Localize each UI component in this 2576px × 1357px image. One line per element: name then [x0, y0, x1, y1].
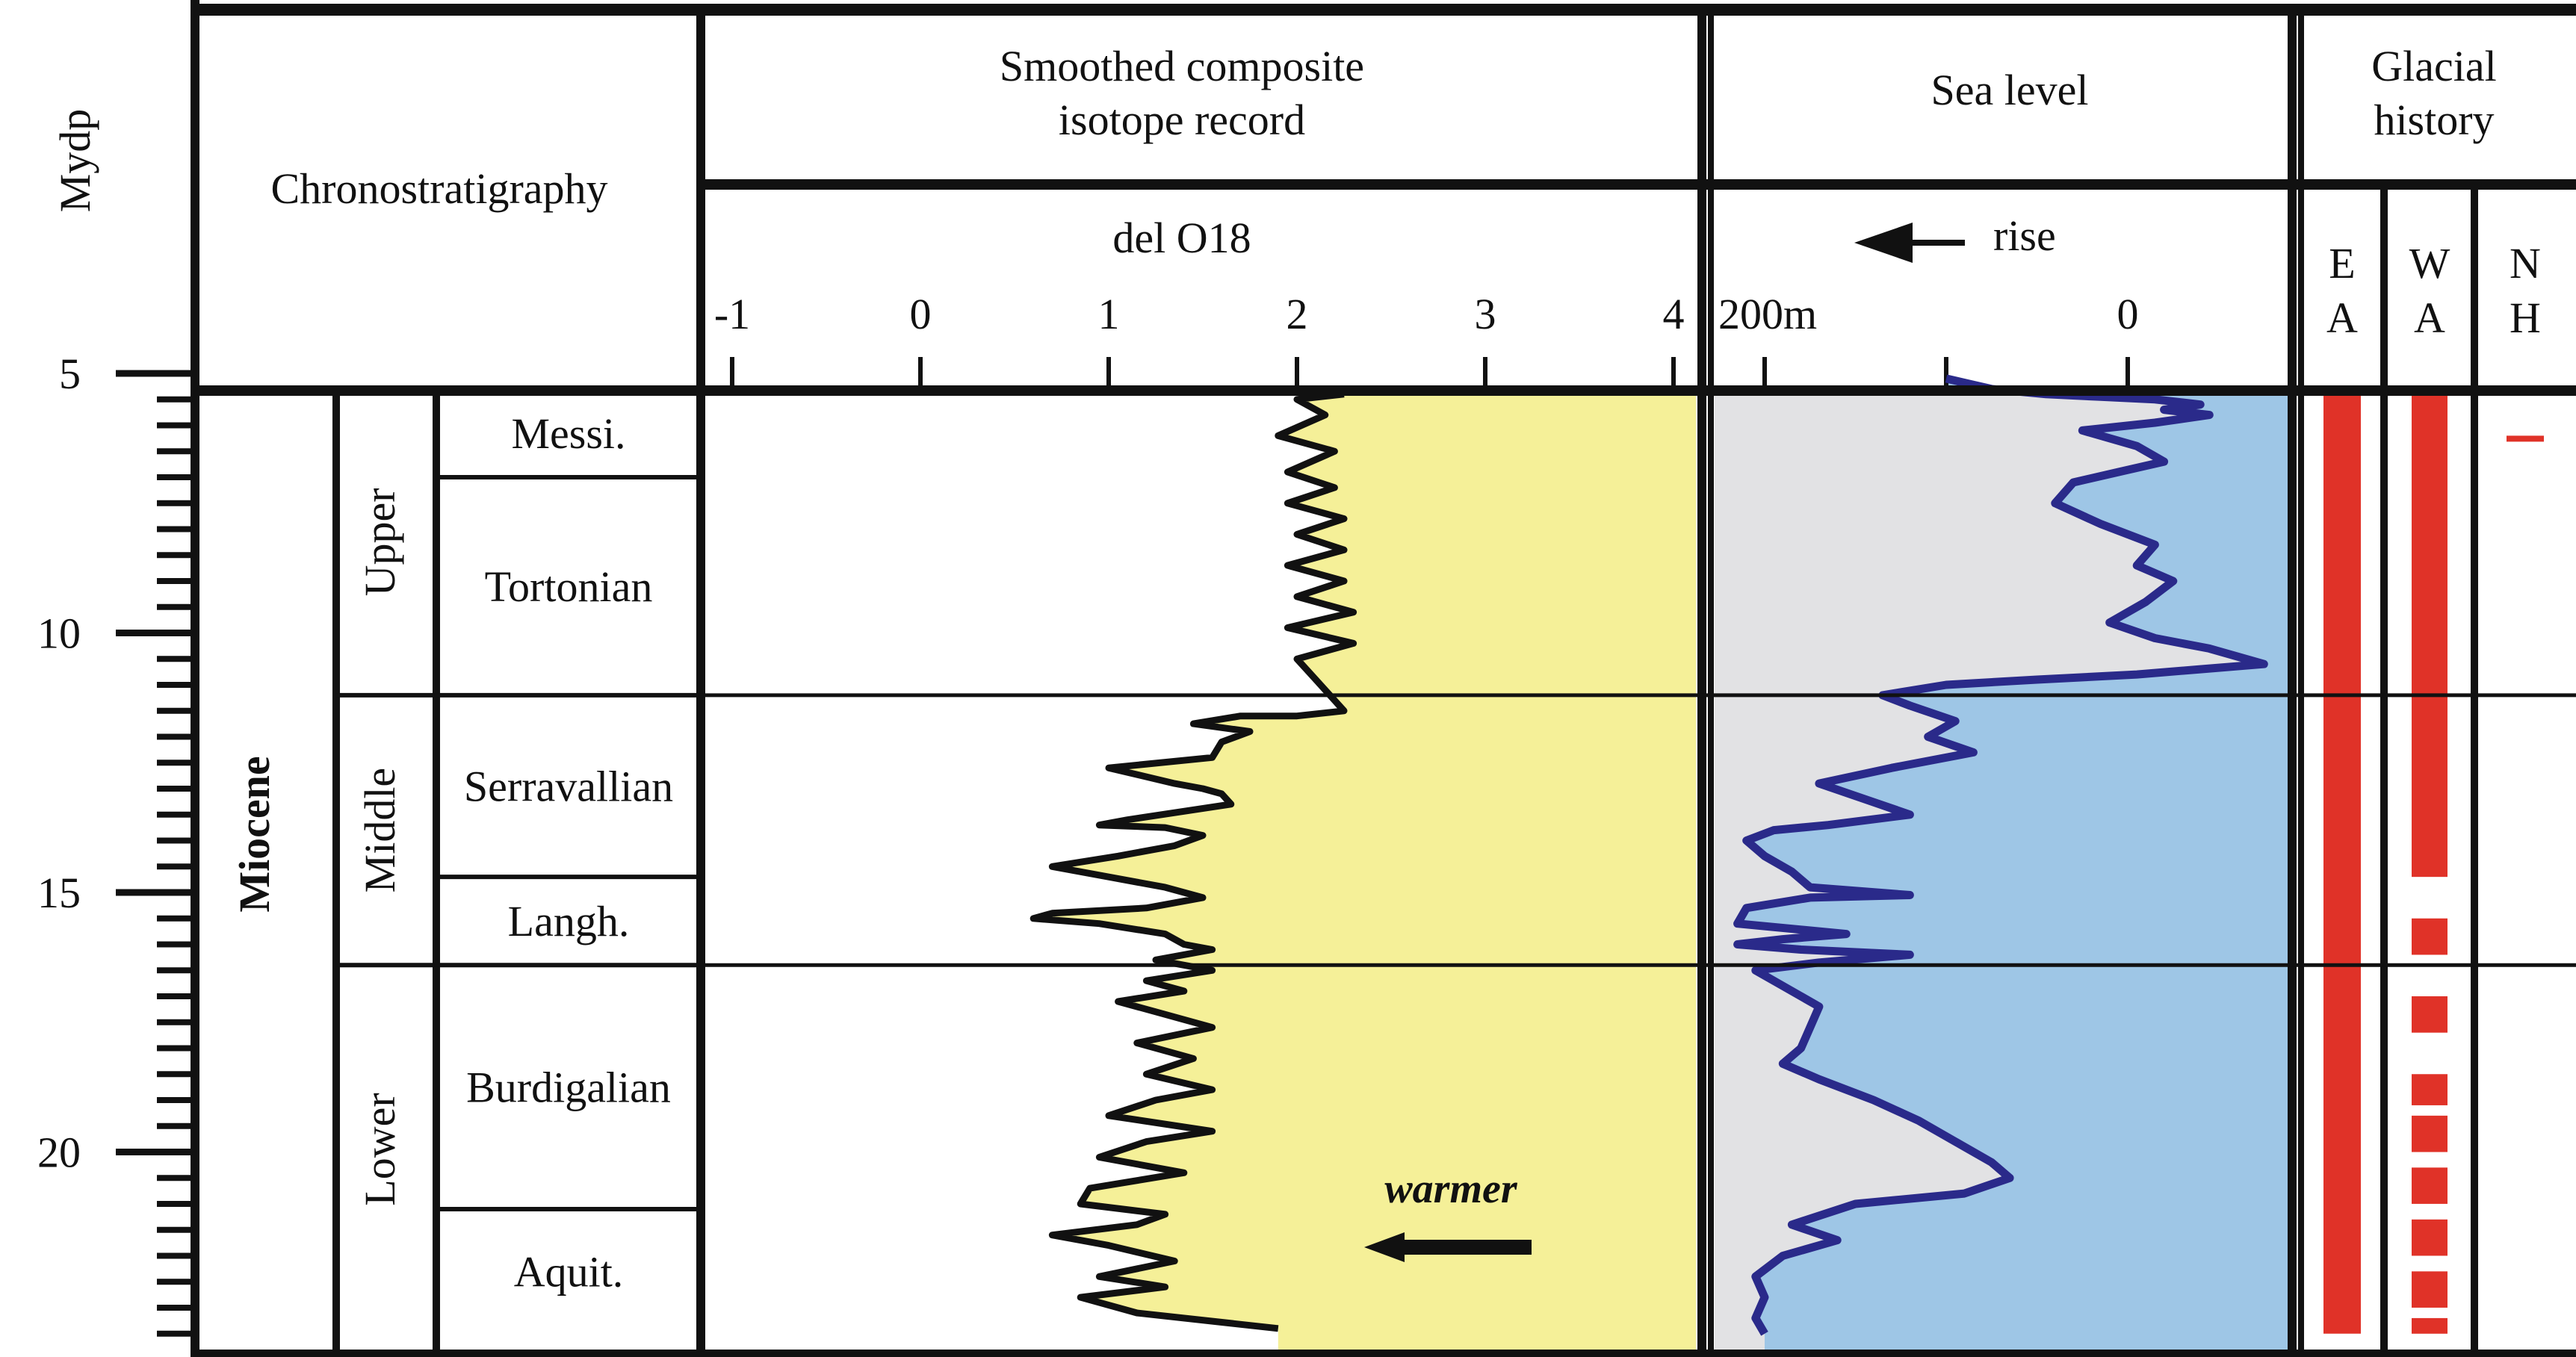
glacial-bar	[2412, 388, 2447, 878]
glacial-dash	[2412, 1219, 2447, 1256]
subepoch-label: Lower	[356, 1093, 404, 1205]
isotope-tick-label: -1	[714, 290, 750, 338]
y-axis-tick-label: 20	[37, 1128, 81, 1177]
stage-label: Tortonian	[485, 562, 653, 611]
epoch-label: Miocene	[230, 756, 279, 912]
rise-arrow-icon	[1854, 223, 1965, 263]
isotope-header-line1: Smoothed composite	[1000, 42, 1364, 90]
y-axis-tick-label: 15	[37, 869, 81, 917]
subepoch-label: Upper	[356, 488, 404, 596]
isotope-axis-label: del O18	[1112, 214, 1251, 262]
isotope-fill	[1033, 391, 1696, 1353]
glacial-track-bottom-label: A	[2326, 294, 2358, 342]
warmer-arrow-icon	[1364, 1232, 1532, 1262]
sea-level-curve	[1733, 374, 2268, 1336]
y-axis-tick-label: 10	[37, 609, 81, 658]
sea-level-tick-label: 0	[2117, 290, 2139, 338]
isotope-tick-label: 4	[1663, 290, 1685, 338]
subepoch-label: Middle	[356, 768, 404, 893]
glacial-track-top-label: W	[2409, 239, 2450, 288]
glacial-bar	[2323, 388, 2361, 1334]
glacial-track-top-label: N	[2510, 239, 2541, 288]
glacial-track-top-label: E	[2329, 239, 2355, 288]
glacial-dash	[2412, 1317, 2447, 1334]
chronostratigraphy-header: Chronostratigraphy	[270, 164, 607, 213]
y-axis-tick-label: 5	[59, 350, 81, 398]
glacial-track-bottom-label: H	[2510, 294, 2541, 342]
stage-label: Langh.	[508, 897, 630, 945]
stage-label: Aquit.	[514, 1247, 624, 1296]
glacial-header-line2: history	[2374, 96, 2494, 144]
sea-level-fill	[1737, 378, 2288, 1353]
glacial-track-bottom-label: A	[2414, 294, 2445, 342]
glacial-dash	[2412, 1074, 2447, 1105]
stage-label: Burdigalian	[466, 1063, 671, 1112]
y-axis-label: Mydp	[51, 109, 99, 213]
glacial-dash	[2507, 435, 2544, 442]
glacial-dash	[2412, 996, 2447, 1033]
isotope-tick-label: 0	[910, 290, 932, 338]
isotope-tick-label: 2	[1287, 290, 1308, 338]
isotope-tick-label: 3	[1475, 290, 1496, 338]
isotope-header-line2: isotope record	[1059, 96, 1305, 144]
glacial-dash	[2412, 1167, 2447, 1204]
isotope-curve	[1030, 391, 1357, 1332]
warmer-label: warmer	[1384, 1166, 1518, 1212]
rise-label: rise	[1993, 211, 2056, 260]
stage-label: Messi.	[511, 409, 625, 458]
glacial-dash	[2412, 918, 2447, 955]
glacial-header-line1: Glacial	[2371, 42, 2496, 90]
sea-level-header: Sea level	[1931, 66, 2089, 114]
isotope-tick-label: 1	[1098, 290, 1120, 338]
frame-lines	[191, 0, 2576, 1357]
glacial-dash	[2412, 1115, 2447, 1152]
sea-level-tick-label: 200m	[1718, 290, 1817, 338]
stage-label: Serravallian	[464, 763, 673, 811]
glacial-dash	[2412, 1271, 2447, 1308]
